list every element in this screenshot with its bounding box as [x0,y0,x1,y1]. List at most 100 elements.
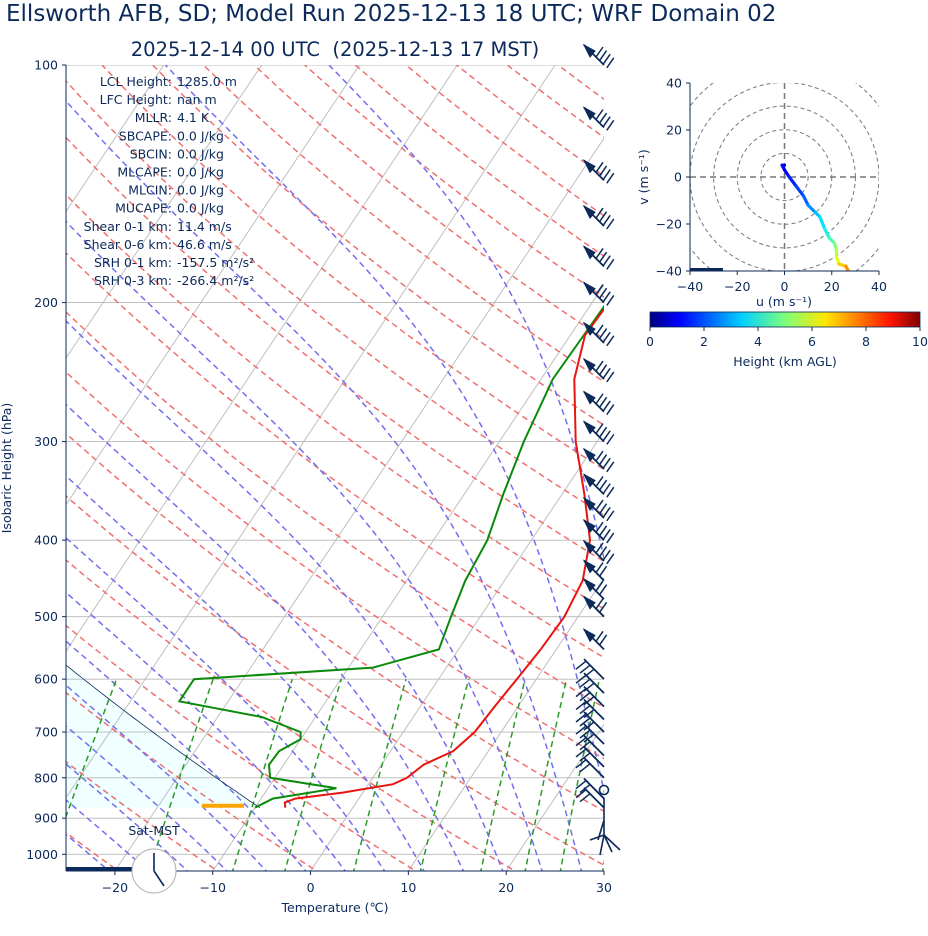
barb-pennant [582,420,596,435]
mixing-ratio-line [66,678,118,819]
index-value: 4.1 K [177,110,210,125]
barb-pennant [582,539,596,554]
wind-barb [582,628,608,650]
index-value: 46.6 m/s [177,237,232,252]
barb-flag [606,510,615,522]
wind-barb [582,447,615,473]
dry-adiabat-line [304,65,604,299]
cape-region-fill [66,65,260,808]
height-colorbar: 0 2 4 6 8 10 Height (km AGL) [646,311,928,369]
wind-barb [575,711,605,733]
barb-flag [606,532,615,544]
colorbar-tick-label: 2 [700,334,708,349]
index-label: MLCIN: [128,183,172,198]
barb-pennant [582,390,596,405]
dry-adiabat-line [66,136,604,563]
barb-flag [598,565,608,577]
wind-barb [582,245,615,270]
hodo-y-tick-label: 0 [674,170,682,185]
barb-flag [598,112,608,124]
barb-flag [583,721,595,731]
isotherm-line [505,723,604,871]
barb-flag [583,733,595,743]
barb-flag [606,553,615,565]
dry-adiabat-line [66,691,319,871]
index-label: MLLR: [135,110,172,125]
barb-flag [598,287,608,299]
moist-adiabat-line [66,536,386,871]
dry-adiabat-line [101,65,604,471]
barb-flag [606,433,615,445]
index-value: 0.0 J/kg [177,165,224,180]
barb-flag [595,360,604,372]
clock-label: Sat-MST [128,823,180,838]
index-label: LFC Height: [100,92,172,107]
isotherm-line [66,65,263,359]
barb-flag [602,457,611,469]
mixing-ratio-line [601,859,604,871]
barb-flag [606,461,615,473]
barb-flag [602,169,611,180]
y-tick-label: 800 [34,770,58,785]
barb-flag [595,598,604,610]
barb-flag [595,207,604,219]
barb-flag [606,57,615,69]
y-tick-label: 200 [34,295,58,310]
barb-flag [575,713,587,723]
barb-flag [602,214,611,226]
barb-flag [606,486,615,498]
wind-barb [582,496,615,522]
index-value: 11.4 m/s [177,219,232,234]
barb-flag [595,161,604,173]
isotherm-line [407,577,604,871]
barb-flag [598,525,608,537]
barb-flag [602,400,611,412]
colorbar-tick-label: 6 [808,334,816,349]
mixing-ratio-line [147,678,214,871]
barb-pennant [582,595,596,610]
barb-flag [595,109,604,120]
colorbar-tick-label: 4 [754,334,762,349]
barb-flag [595,475,604,487]
barb-staff [583,735,605,757]
temperature-ticks: −20 −10 0 10 20 30 [102,871,612,895]
barb-flag [579,717,591,727]
index-value: 0.0 J/kg [177,183,224,198]
colorbar-tick-label: 0 [646,334,654,349]
barb-flag [595,499,604,511]
dry-adiabat-line [405,65,604,217]
barb-flag [595,630,604,642]
isotherm-line [66,65,165,213]
hodo-x-tick-label: −40 [677,279,703,294]
moist-adiabat-line [66,403,465,871]
barb-flag [602,255,611,267]
dry-adiabat-lines [66,65,604,871]
x-tick-label: 20 [498,880,514,895]
barb-flag [575,748,587,758]
barb-flag [583,696,595,706]
barb-pennant [582,281,596,296]
barb-staff [583,777,605,800]
wind-barb [575,757,605,779]
dewpoint-profile-line [177,304,604,809]
barb-flag [595,580,604,592]
y-tick-label: 600 [34,672,58,687]
pressure-grid-lines [66,65,604,855]
chart-title: Ellsworth AFB, SD; Model Run 2025-12-13 … [6,1,776,27]
mixing-ratio-line [480,679,526,871]
index-value: -157.5 m²/s² [177,255,254,270]
barb-pennant [582,559,596,574]
barb-flag [598,479,608,491]
barb-flag [579,729,591,739]
hodo-x-tick-label: −20 [724,279,750,294]
index-label: SBCIN: [130,146,172,161]
index-label: Shear 0-6 km: [84,237,172,252]
barb-flag [595,521,604,533]
barb-flag [602,528,611,540]
barb-flag [606,335,615,347]
moist-adiabat-line [328,65,604,562]
mixing-ratio-line [231,678,294,871]
isotherm-line [66,65,556,799]
barb-pennant [582,159,596,174]
index-label: MLCAPE: [117,165,172,180]
